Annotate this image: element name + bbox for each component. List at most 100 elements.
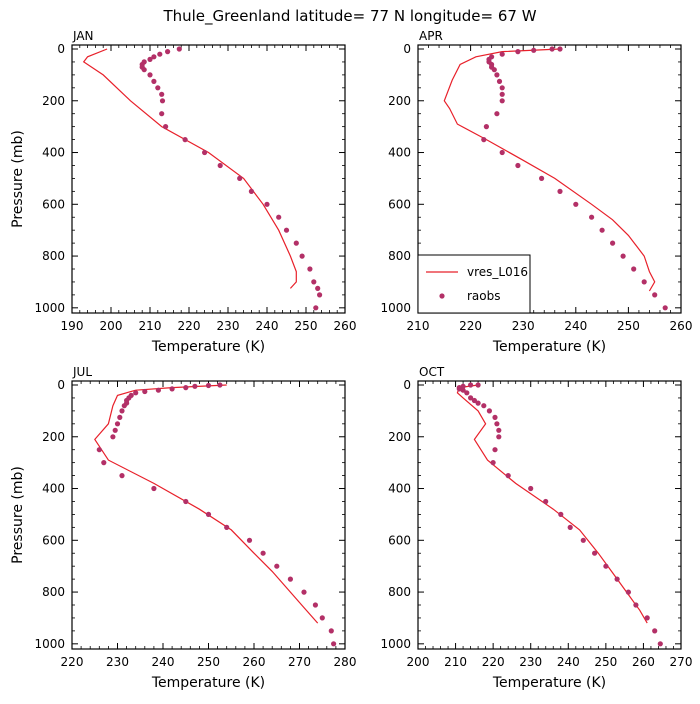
raobs-point <box>539 175 545 181</box>
raobs-point <box>176 46 182 52</box>
x-tick-label: 210 <box>444 655 467 669</box>
raobs-point <box>652 628 658 634</box>
y-tick-label: 800 <box>388 249 411 263</box>
legend-box <box>417 254 531 314</box>
raobs-point <box>515 162 521 169</box>
panel-jan: 190 200 210 220 230 240 250 260 0 200 400 600 800 100… <box>10 29 356 355</box>
series-line-vres-l016 <box>82 48 297 289</box>
raobs-point <box>165 49 171 55</box>
y-tick-label: 600 <box>42 197 65 211</box>
raobs-point <box>183 385 189 391</box>
legend-label: raobs <box>467 289 501 303</box>
raobs-point <box>496 427 502 433</box>
raobs-point <box>151 54 157 60</box>
raobs-point <box>217 162 223 169</box>
raobs-point <box>486 408 492 414</box>
raobs-point <box>237 175 243 181</box>
raobs-point <box>496 78 503 84</box>
raobs-point <box>182 137 188 143</box>
x-tick-label: 190 <box>61 319 84 333</box>
y-tick-label: 0 <box>403 42 411 56</box>
raobs-point <box>528 485 534 492</box>
panel-oct: 200 210 220 230 240 250 260 270 0 200 400 600 800 100… <box>380 365 692 691</box>
panel-apr: 210 220 230 240 250 260 0 200 400 600 800 1000 APR Te… <box>380 29 692 355</box>
panel-title: OCT <box>419 365 445 379</box>
raobs-point <box>599 227 605 233</box>
x-tick-label: 250 <box>197 655 220 669</box>
y-tick-label: 600 <box>42 533 65 547</box>
raobs-point <box>499 51 505 57</box>
x-tick-label: 220 <box>178 319 201 333</box>
raobs-point <box>183 498 189 505</box>
raobs-point <box>283 227 290 233</box>
plot-frame <box>417 380 682 650</box>
raobs-point <box>248 188 254 194</box>
raobs-point <box>499 149 505 156</box>
x-tick-label: 240 <box>557 655 580 669</box>
x-tick-label: 210 <box>139 319 162 333</box>
raobs-point <box>483 124 489 130</box>
raobs-point <box>312 602 318 608</box>
raobs-point <box>614 576 620 582</box>
x-tick-label: 240 <box>256 319 279 333</box>
x-tick-label: 220 <box>61 655 84 669</box>
plot-frame <box>71 44 346 314</box>
raobs-point <box>481 137 487 143</box>
raobs-point <box>464 390 470 396</box>
raobs-point <box>515 49 521 55</box>
x-tick-label: 240 <box>564 319 587 333</box>
y-tick-label: 400 <box>42 146 65 160</box>
raobs-point <box>494 421 500 427</box>
raobs-point <box>142 388 148 395</box>
x-tick-label: 220 <box>459 319 482 333</box>
figure-title: Thule_Greenland latitude= 77 N longitude… <box>162 7 536 26</box>
panel-title: JAN <box>72 29 94 43</box>
x-tick-label: 250 <box>594 655 617 669</box>
raobs-point <box>163 124 169 130</box>
legend-marker-swatch <box>439 293 445 299</box>
raobs-point <box>492 414 498 420</box>
raobs-point <box>202 149 208 156</box>
raobs-point <box>603 563 609 569</box>
raobs-point <box>159 111 165 117</box>
raobs-point <box>499 98 505 104</box>
raobs-point <box>293 240 299 246</box>
raobs-point <box>652 292 658 298</box>
raobs-point <box>217 382 223 388</box>
raobs-point <box>274 563 280 569</box>
series-line-vres-l016 <box>94 384 319 624</box>
x-tick-label: 250 <box>617 319 640 333</box>
raobs-point <box>662 305 668 311</box>
raobs-point <box>641 279 647 285</box>
y-tick-label: 0 <box>403 378 411 392</box>
raobs-point <box>567 524 573 531</box>
raobs-point <box>133 390 139 396</box>
x-tick-label: 270 <box>288 655 311 669</box>
raobs-point <box>205 511 212 517</box>
raobs-point <box>147 72 153 78</box>
x-tick-label: 200 <box>407 655 430 669</box>
y-tick-label: 1000 <box>34 637 65 651</box>
plot-frame <box>417 44 682 314</box>
raobs-point <box>543 498 549 505</box>
raobs-point <box>117 414 123 420</box>
raobs-point <box>169 386 175 392</box>
raobs-point <box>490 460 496 466</box>
raobs-point <box>549 46 555 52</box>
raobs-point <box>121 403 127 409</box>
y-tick-label: 200 <box>42 430 65 444</box>
raobs-point <box>460 387 466 393</box>
y-axis-label: Pressure (mb) <box>10 466 26 564</box>
raobs-point <box>492 447 498 453</box>
raobs-point <box>147 56 153 63</box>
y-tick-label: 1000 <box>380 301 411 315</box>
raobs-point <box>119 473 125 479</box>
raobs-point <box>246 537 253 543</box>
raobs-point <box>299 253 305 259</box>
panel-title: JUL <box>72 365 92 379</box>
x-tick-label: 230 <box>106 655 129 669</box>
raobs-point <box>311 279 317 285</box>
raobs-point <box>481 403 487 409</box>
